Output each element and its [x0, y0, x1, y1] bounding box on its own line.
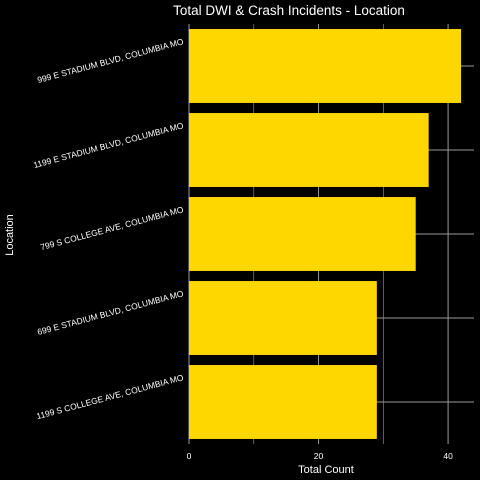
x-axis-label: Total Count: [298, 464, 354, 476]
chart-title: Total DWI & Crash Incidents - Location: [173, 3, 405, 18]
bar: [189, 113, 429, 187]
x-axis-ticks: 0 20 40: [187, 451, 453, 461]
x-tick-label: 40: [443, 451, 453, 461]
y-axis-label: Location: [4, 214, 16, 256]
bar: [189, 29, 462, 103]
x-tick-label: 0: [187, 451, 192, 461]
bar: [189, 365, 377, 439]
bar: [189, 281, 377, 355]
bar: [189, 197, 416, 271]
x-tick-label: 20: [314, 451, 324, 461]
bars: [189, 29, 462, 439]
